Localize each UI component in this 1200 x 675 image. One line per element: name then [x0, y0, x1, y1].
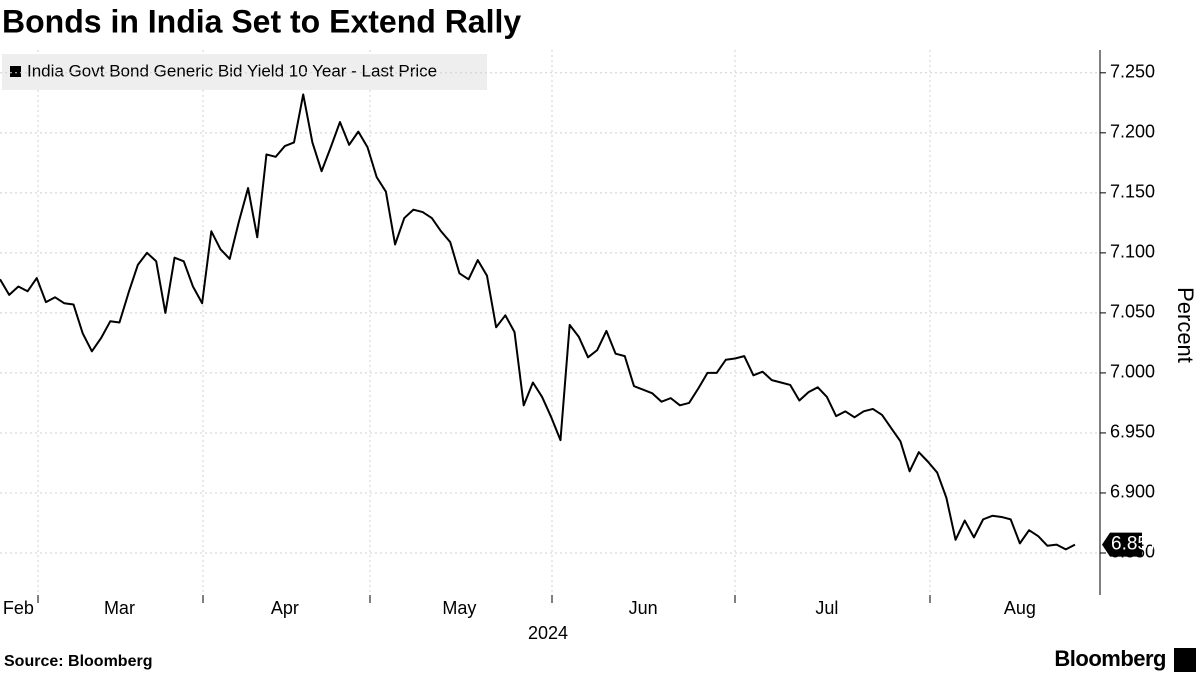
- legend-swatch: [10, 66, 21, 77]
- y-tick-label: 7.250: [1110, 62, 1155, 82]
- y-tick-label: 6.900: [1110, 482, 1155, 502]
- x-tick-label: Mar: [104, 598, 135, 618]
- x-tick-label: Jul: [815, 598, 838, 618]
- last-value-tag: [1102, 532, 1142, 557]
- line: [0, 93, 1076, 551]
- legend: [2, 54, 487, 90]
- x-tick-label: Apr: [271, 598, 299, 618]
- x-tick-label: May: [442, 598, 476, 618]
- legend-label: India Govt Bond Generic Bid Yield 10 Yea…: [27, 61, 437, 80]
- y-tick-label: 7.050: [1110, 302, 1155, 322]
- last-value-label: 6.857: [1111, 534, 1159, 555]
- x-tick-label: Jun: [629, 598, 658, 618]
- month-dividers: [37, 50, 931, 603]
- x-tick-label: Aug: [1004, 598, 1036, 618]
- x-tick-label: Feb: [3, 598, 34, 618]
- brand-icon: [1174, 648, 1196, 672]
- x-axis-label: 2024: [528, 623, 568, 643]
- y-tick-label: 7.100: [1110, 242, 1155, 262]
- y-tick-label: 7.150: [1110, 182, 1155, 202]
- y-tick-label: 7.000: [1110, 362, 1155, 382]
- brand: Bloomberg: [1054, 646, 1166, 671]
- y-axis-label: Percent: [1173, 287, 1198, 363]
- chart-title: Bonds in India Set to Extend Rally: [2, 3, 521, 39]
- y-tick-label: 7.200: [1110, 122, 1155, 142]
- y-tick-label: 6.950: [1110, 422, 1155, 442]
- source: Source: Bloomberg: [4, 653, 152, 670]
